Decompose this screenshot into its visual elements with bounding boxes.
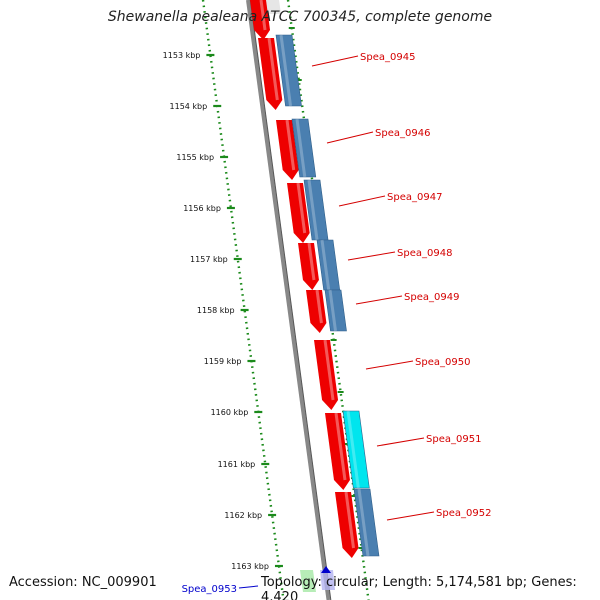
cds-block-highlight-body — [342, 410, 370, 489]
gene-arrow-body — [287, 183, 310, 243]
gene-label: Spea_0949 — [404, 292, 459, 303]
cds-block-body — [353, 488, 380, 557]
small-feature — [320, 570, 335, 590]
gene-arrow-shine — [334, 412, 347, 481]
gene-arrow-body — [298, 243, 319, 290]
gene-arrow — [298, 242, 319, 290]
scale-ticks: 1153 kbp 1154 kbp 1155 kbp 1156 kbp 1157 kbp… — [163, 51, 283, 571]
gene-arrow-body — [335, 492, 359, 558]
scale-tick-label: 1162 kbp — [224, 511, 262, 520]
scale-tick-label: 1159 kbp — [204, 357, 242, 366]
gene-arrow — [276, 119, 299, 180]
cds-block-shine — [357, 488, 370, 557]
gene-label-leader — [238, 585, 259, 589]
scale-tick-label: 1154 kbp — [170, 102, 208, 111]
gene-label: Spea_0952 — [436, 508, 491, 519]
cds-block-shine — [328, 289, 337, 332]
gene-arrow-shine — [259, 0, 267, 31]
cds-block-shine — [279, 34, 293, 107]
gene-label-leader — [365, 360, 414, 370]
map-title: Shewanella pealeana ATCC 700345, complet… — [107, 9, 493, 25]
gene-arrow-body — [325, 413, 350, 490]
topology-text: Topology: circular; Length: 5,174,581 bp… — [261, 575, 577, 600]
gene-label: Spea_0946 — [375, 128, 430, 139]
scale-tick-label: 1158 kbp — [197, 306, 235, 315]
scale-tick-label: 1155 kbp — [176, 153, 214, 162]
cds-block — [324, 289, 347, 332]
cds-block — [316, 239, 341, 291]
gene-arrow-shine — [315, 289, 323, 324]
cds-block — [275, 34, 302, 107]
gene-arrow — [287, 182, 310, 243]
scale-tick-label: 1156 kbp — [183, 204, 221, 213]
partial-feature — [263, 0, 281, 14]
gene-label-leader — [347, 251, 396, 261]
gene-arrow-body — [276, 120, 299, 180]
small-feature-arrow — [321, 566, 331, 573]
cds-block-shine — [320, 239, 331, 291]
gene-label: Spea_0945 — [360, 52, 415, 63]
genome-backbone — [246, 0, 331, 600]
gene-arrow-shine — [285, 119, 296, 171]
scale-tick-label: 1161 kbp — [218, 460, 256, 469]
gene-arrow-body — [258, 38, 283, 110]
accession-text: Accession: NC_009901 — [9, 575, 157, 590]
gene-label-leader — [326, 131, 374, 144]
scale-tick-label: 1160 kbp — [211, 408, 249, 417]
gene-arrow-shine — [344, 491, 356, 549]
gene-arrow-shine — [307, 242, 316, 281]
gene-arrow — [335, 491, 359, 558]
gene-label: Spea_0953 — [182, 584, 237, 595]
scale-tick-label: 1163 kbp — [231, 562, 269, 571]
gene-arrow-body — [250, 0, 271, 40]
gene-arrow — [325, 412, 350, 490]
gene-labels: Spea_0945 Spea_0946 Spea_0947 Spea_0948 Spea… — [182, 52, 492, 595]
genome-backbone-edge — [249, 0, 332, 600]
gene-arrow — [250, 0, 271, 40]
gene-arrow-body — [314, 340, 339, 410]
gene-arrow — [314, 339, 339, 410]
gene-label-leader — [376, 437, 425, 447]
cds-block-body — [275, 34, 302, 107]
gene-label: Spea_0950 — [415, 357, 470, 368]
gene-arrow-shine — [296, 182, 307, 234]
cds-block-highlight — [342, 410, 370, 489]
gene-arrow — [258, 37, 283, 110]
rna-feature — [300, 570, 316, 592]
gene-arrow-shine — [323, 339, 335, 401]
gene-arrow-body — [306, 290, 327, 333]
cds-block-body — [324, 289, 347, 332]
gene-label: Spea_0951 — [426, 434, 481, 445]
cds-block — [353, 488, 380, 557]
gene-label: Spea_0948 — [397, 248, 452, 259]
scale-tick-label: 1153 kbp — [163, 51, 201, 60]
gene-label-leader — [386, 511, 435, 521]
gene-label: Spea_0947 — [387, 192, 442, 203]
scale-ring — [201, 0, 285, 600]
gene-label-leader — [338, 195, 386, 207]
cds-block-highlight-shine — [346, 410, 360, 489]
gene-arrow — [306, 289, 327, 333]
cds-block-body — [291, 118, 317, 178]
cds-block-shine — [307, 179, 319, 241]
scale-tick-label: 1157 kbp — [190, 255, 228, 264]
cds-block-shine — [295, 118, 307, 178]
gene-label-leader — [311, 55, 359, 67]
gene-arrow-shine — [267, 37, 279, 101]
cds-block — [291, 118, 317, 178]
gene-label-leader — [355, 295, 403, 305]
